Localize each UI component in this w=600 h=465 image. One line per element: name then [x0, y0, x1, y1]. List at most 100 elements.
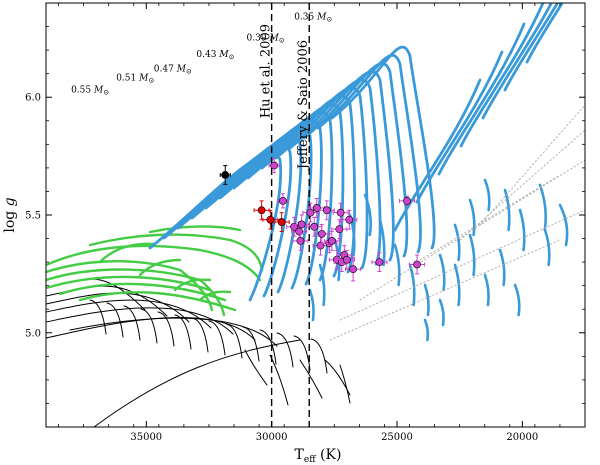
black-hook — [123, 305, 141, 341]
data-point — [273, 212, 290, 232]
cool-track-segment — [438, 298, 445, 327]
data-point — [253, 200, 270, 221]
reference-line-label: Jeffery & Saio 2006 — [296, 40, 311, 171]
mass-label: 0.47 M⊙ — [154, 64, 192, 75]
cool-track-arc — [503, 3, 560, 92]
point-marker — [270, 161, 279, 170]
cool-track — [260, 86, 369, 270]
cool-track-arc — [459, 3, 545, 148]
point-marker — [375, 258, 384, 267]
mass-label: 0.51 M⊙ — [116, 74, 154, 85]
cool-track-segment — [513, 283, 521, 317]
black-hook — [89, 299, 107, 335]
black-track — [244, 349, 268, 386]
black-hook — [259, 329, 277, 365]
dotted-connector — [419, 174, 561, 261]
reference-line-label: Hu et al. 2009 — [259, 24, 274, 118]
point-marker — [266, 215, 275, 224]
point-marker — [277, 218, 286, 226]
point-marker — [316, 241, 325, 250]
mass-label: 0.55 M⊙ — [71, 86, 109, 97]
cool-track — [176, 135, 303, 294]
black-track — [339, 364, 351, 404]
y-tick-label: 6.0 — [25, 93, 41, 104]
dotted-connector — [339, 209, 585, 321]
data-point — [345, 256, 362, 282]
data-point — [308, 198, 325, 218]
black-track — [269, 354, 289, 406]
point-marker — [349, 265, 358, 274]
black-hook — [242, 326, 260, 362]
cool-track-segment — [453, 263, 461, 307]
hot-track — [148, 225, 242, 234]
x-tick-label: 25000 — [381, 432, 413, 443]
black-track-long — [93, 339, 301, 427]
black-hook — [174, 314, 192, 350]
point-marker — [310, 222, 319, 231]
black-hook — [140, 308, 158, 344]
point-marker — [296, 237, 305, 245]
cool-track — [190, 127, 313, 290]
point-marker — [221, 171, 230, 179]
cool-track-segment — [518, 208, 526, 252]
cool-track-arc — [481, 3, 553, 120]
cool-track-segment — [423, 318, 430, 342]
hot-track — [46, 268, 226, 317]
hot-track — [78, 291, 237, 312]
cool-track-segment — [378, 218, 386, 267]
cool-track — [288, 70, 395, 262]
y-axis-ticks: 5.0 5.5 6.0 — [25, 2, 585, 404]
data-point — [318, 200, 335, 221]
point-marker — [403, 196, 411, 205]
data-point — [341, 209, 358, 230]
point-marker — [335, 225, 344, 234]
mass-labels: 0.55 M⊙ 0.51 M⊙0.47 M⊙ 0.43 M⊙ 0.39 M⊙ 0.35 … — [71, 12, 332, 96]
cool-track-arc — [393, 78, 482, 232]
cool-track-segment — [438, 253, 446, 292]
cool-track-arc — [415, 50, 504, 204]
data-points — [219, 157, 426, 282]
y-tick-label: 5.5 — [25, 211, 41, 222]
data-point — [219, 165, 231, 185]
cool-track-segment — [453, 223, 461, 262]
cool-track-segment — [543, 228, 551, 267]
black-hook — [106, 302, 124, 338]
cool-track — [162, 143, 293, 298]
dotted-connector — [459, 129, 585, 241]
hot-track — [88, 233, 264, 272]
data-point — [277, 193, 289, 209]
hot-track — [46, 260, 214, 312]
cool-track-segment — [503, 188, 511, 232]
data-point — [409, 254, 426, 275]
data-point — [371, 252, 388, 273]
cool-track-segment — [393, 243, 401, 287]
cool-track-segment — [308, 288, 315, 322]
data-point — [323, 230, 340, 251]
data-point — [398, 195, 416, 207]
cool-track-segment — [498, 248, 506, 287]
cool-track-segment — [558, 203, 569, 247]
hot-track — [58, 282, 227, 302]
black-track — [299, 359, 323, 399]
mass-label: 0.39 M⊙ — [247, 34, 285, 45]
mass-label: 0.43 M⊙ — [196, 50, 234, 61]
cool-track-segment — [423, 283, 430, 317]
x-axis-ticks: 35000 30000 25000 20000 — [58, 3, 586, 443]
black-hook — [191, 317, 209, 353]
point-marker — [297, 220, 306, 229]
point-marker — [306, 208, 315, 217]
hot-track — [138, 258, 182, 277]
y-axis-label: log g — [2, 197, 18, 232]
dotted-connector — [329, 239, 561, 341]
point-marker — [312, 204, 321, 212]
black-track — [69, 317, 278, 347]
point-marker — [317, 229, 326, 238]
dotted-connector — [479, 104, 585, 226]
cool-track-segment — [483, 178, 491, 212]
data-point — [331, 219, 348, 240]
data-point — [293, 214, 310, 235]
cool-track-segment — [408, 263, 416, 307]
cool-track-segment — [363, 193, 372, 237]
data-point — [306, 216, 323, 237]
